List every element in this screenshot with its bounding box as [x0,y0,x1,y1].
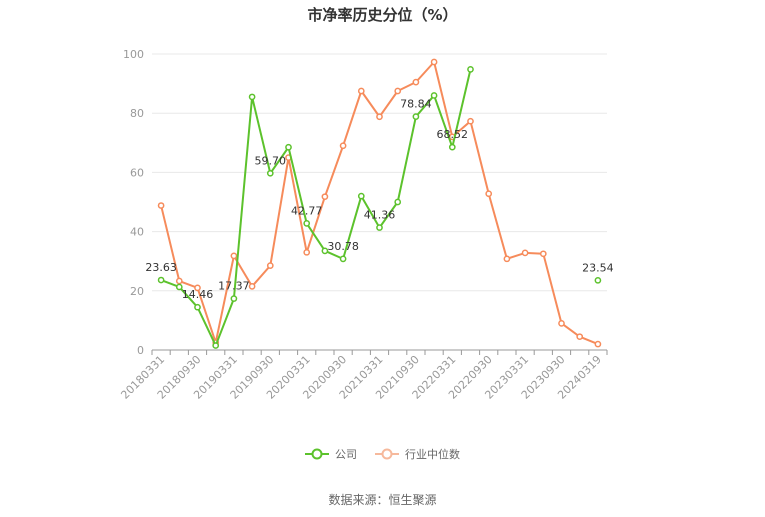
data-label: 42.77 [291,204,323,217]
data-point-company [248,93,256,101]
legend-label-company: 公司 [335,448,357,461]
data-point-company [430,92,438,99]
y-tick-label: 40 [130,226,144,239]
data-point-industry [357,87,365,95]
data-point-industry [430,58,438,66]
data-point-industry [576,333,584,341]
data-point-industry [266,262,274,269]
legend-item-industry[interactable]: 行业中位数 [375,446,460,462]
legend-marker-industry [375,448,399,460]
data-point-company [194,303,201,311]
data-point-industry [194,284,201,292]
data-point-company [394,198,402,206]
data-point-company [266,169,274,177]
y-tick-label: 100 [123,48,144,61]
data-source: 数据来源：恒生聚源 [328,493,437,507]
data-label: 41.36 [364,209,396,222]
data-point-company [448,143,456,151]
data-point-industry [157,202,165,209]
data-point-industry [339,142,347,150]
data-point-company [339,255,347,263]
data-point-company [303,220,311,227]
data-point-company [467,66,474,73]
data-label: 17.37 [218,280,250,293]
data-point-industry [321,193,329,201]
data-point-industry [467,117,474,125]
series-lines [157,58,602,349]
data-point-industry [503,255,511,263]
data-point-industry [521,249,529,257]
legend-item-company[interactable]: 公司 [305,446,357,462]
data-point-industry [376,113,383,121]
data-point-company [285,143,292,151]
y-tick-label: 0 [137,344,144,357]
data-label: 23.54 [582,261,614,274]
line-chart: 0204060801002018033120180930201903312019… [118,48,613,402]
data-labels: 23.63 14.46 17.37 59.70 42.77 30.78 41.36 78.84… [145,98,613,302]
data-label: 23.63 [145,261,177,274]
data-label: 78.84 [400,98,432,111]
data-point-industry [594,340,602,348]
data-point-company [175,283,183,291]
data-point-company [594,276,602,284]
series-line-industry [160,60,599,346]
data-label: 14.46 [182,288,214,301]
data-point-company [357,192,365,200]
chart-title: 市净率历史分位（%） [307,6,458,24]
grid-lines [152,53,607,292]
data-point-company [412,113,420,120]
data-point-industry [485,190,493,198]
legend-marker-company [305,448,329,460]
data-point-company [230,295,238,302]
data-label: 68.52 [437,128,469,141]
data-point-industry [230,252,238,260]
data-point-industry [303,248,311,256]
data-point-industry [412,78,420,86]
data-point-industry [248,283,256,290]
data-label: 59.70 [255,154,287,167]
data-point-company [212,342,220,349]
data-point-industry [175,277,183,285]
data-point-industry [394,87,402,95]
data-point-company [157,276,165,284]
y-tick-label: 20 [130,285,144,298]
legend: 公司 行业中位数 [0,446,765,462]
data-point-company [321,247,329,255]
data-label: 30.78 [327,240,359,253]
y-tick-label: 80 [130,107,144,120]
data-point-industry [558,320,565,327]
axes: 0204060801002018033120180930201903312019… [118,48,608,402]
series-line-company [160,69,472,347]
data-point-company [376,224,383,231]
legend-label-industry: 行业中位数 [405,448,460,461]
y-tick-label: 60 [130,166,144,179]
data-point-industry [539,250,547,258]
